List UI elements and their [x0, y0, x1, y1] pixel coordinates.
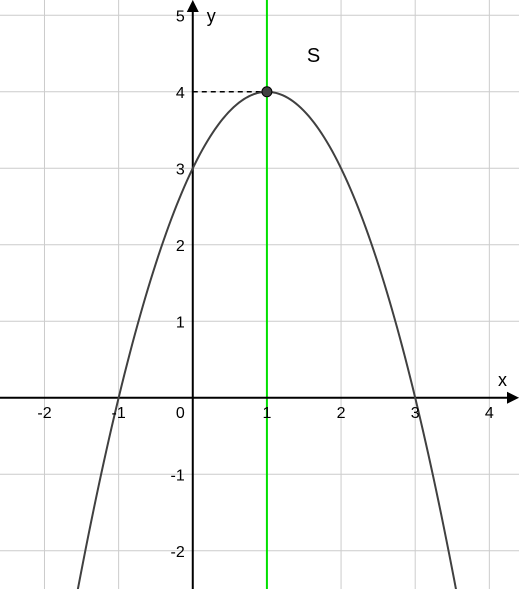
x-tick-label: 2 — [337, 405, 346, 422]
parabola-chart: -2 -1 1 2 3 4 -2 -1 1 2 3 4 5 0 x y S — [0, 0, 519, 589]
x-tick-label: 1 — [262, 405, 271, 422]
y-axis-arrow — [187, 0, 199, 12]
parabola-curve — [0, 92, 519, 589]
y-axis-label: y — [207, 6, 216, 26]
x-axis-arrow — [507, 392, 519, 404]
y-tick-label: -2 — [171, 544, 185, 561]
y-tick-label: 5 — [176, 8, 185, 25]
x-tick-label: 3 — [411, 405, 420, 422]
y-tick-label: -1 — [171, 467, 185, 484]
y-tick-label: 4 — [176, 85, 185, 102]
x-tick-label: 4 — [485, 405, 494, 422]
x-tick-label: -2 — [37, 405, 51, 422]
origin-label: 0 — [176, 405, 185, 422]
y-tick-label: 3 — [176, 161, 185, 178]
x-tick-label: -1 — [112, 405, 126, 422]
chart-canvas: -2 -1 1 2 3 4 -2 -1 1 2 3 4 5 0 x y S — [0, 0, 519, 589]
vertex-point — [262, 87, 272, 97]
x-axis-label: x — [498, 370, 507, 390]
y-tick-label: 2 — [176, 238, 185, 255]
vertex-label: S — [307, 45, 320, 67]
y-tick-label: 1 — [176, 314, 185, 331]
